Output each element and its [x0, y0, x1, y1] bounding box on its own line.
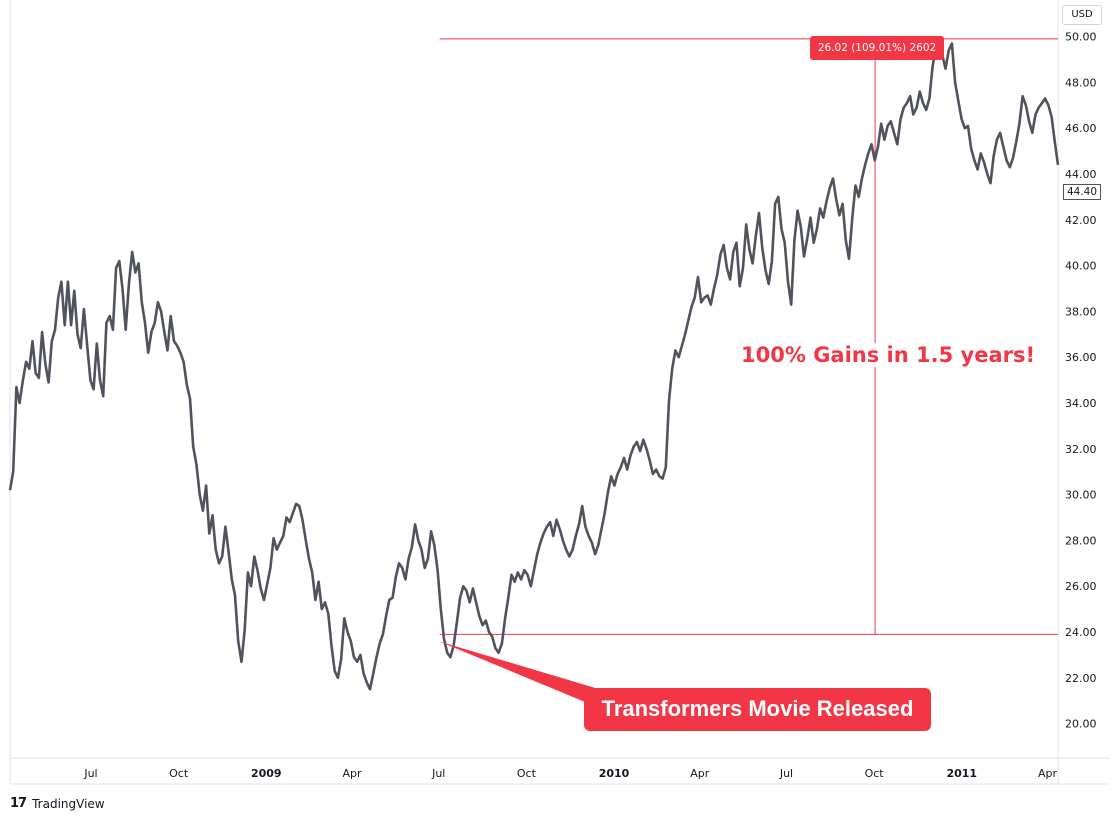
- time-tick-label: Oct: [517, 767, 537, 780]
- price-tick-label: 46.00: [1065, 122, 1097, 135]
- time-tick-label: Apr: [343, 767, 363, 780]
- price-tick-label: 26.00: [1065, 580, 1097, 593]
- time-tick-label: 2009: [251, 767, 282, 780]
- brand-name: TradingView: [32, 796, 105, 811]
- price-tick-label: 38.00: [1065, 305, 1097, 318]
- gain-annotation-text: 100% Gains in 1.5 years!: [741, 343, 1036, 367]
- time-tick-label: Apr: [690, 767, 710, 780]
- time-tick-label: Jul: [779, 767, 793, 780]
- chart-frame: [9, 0, 1110, 785]
- price-tick-label: 24.00: [1065, 626, 1097, 639]
- price-tick-label: 40.00: [1065, 260, 1097, 273]
- price-tick-label: 28.00: [1065, 534, 1097, 547]
- price-tick-label: 42.00: [1065, 214, 1097, 227]
- measure-tool[interactable]: [439, 38, 1058, 635]
- price-tick-label: 20.00: [1065, 718, 1097, 731]
- last-price-label: 44.40: [1063, 184, 1101, 200]
- price-tick-label: 32.00: [1065, 443, 1097, 456]
- callout-pointer: [438, 641, 602, 702]
- time-tick-label: Oct: [865, 767, 885, 780]
- time-tick-label: Jul: [83, 767, 97, 780]
- price-tick-label: 34.00: [1065, 397, 1097, 410]
- price-tick-label: 30.00: [1065, 489, 1097, 502]
- price-series-line[interactable]: [8, 42, 1060, 691]
- price-tick-label: 22.00: [1065, 672, 1097, 685]
- time-axis[interactable]: Jul Oct 2009 Apr Jul Oct 2010 Apr Jul Oct 2011 Apr: [83, 767, 1057, 780]
- currency-button[interactable]: USD: [1062, 5, 1102, 25]
- measure-result-label: 26.02 (109.01%) 2602: [810, 36, 944, 60]
- price-line-layer: [8, 42, 1060, 691]
- price-tick-label: 36.00: [1065, 351, 1097, 364]
- price-axis[interactable]: 20.00 22.00 24.00 26.00 28.00 30.00 32.00 34.00…: [1065, 31, 1097, 731]
- price-tick-label: 44.00: [1065, 168, 1097, 181]
- callout-pointer-layer: [438, 641, 602, 702]
- movie-release-callout: Transformers Movie Released: [584, 688, 931, 731]
- time-tick-label: Jul: [431, 767, 445, 780]
- tradingview-logo-icon: 17: [10, 796, 27, 811]
- tradingview-brand[interactable]: 17 TradingView: [10, 796, 105, 811]
- time-tick-label: Oct: [169, 767, 189, 780]
- price-tick-label: 50.00: [1065, 31, 1097, 44]
- time-tick-label: 2010: [599, 767, 630, 780]
- time-tick-label: 2011: [946, 767, 977, 780]
- price-tick-label: 48.00: [1065, 76, 1097, 89]
- time-tick-label: Apr: [1038, 767, 1058, 780]
